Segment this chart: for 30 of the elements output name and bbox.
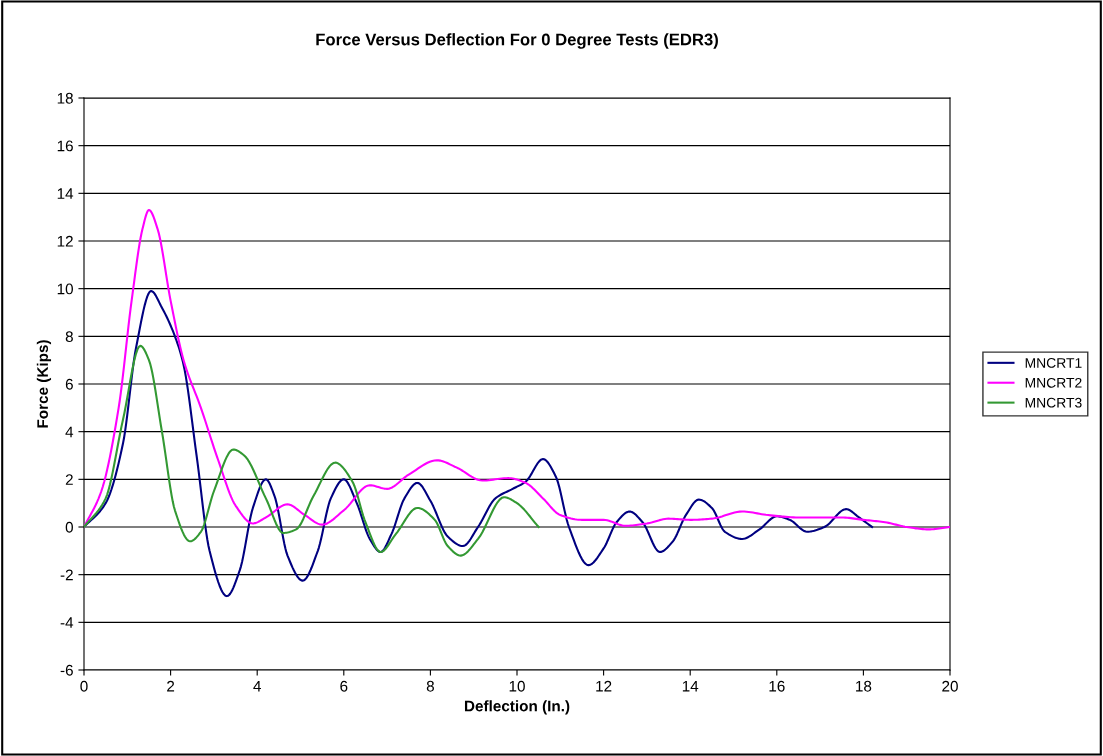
y-tick-label: 4 xyxy=(65,426,74,438)
x-tick-label: 0 xyxy=(80,680,88,692)
y-tick-label: 18 xyxy=(57,92,73,104)
y-tick-label: 2 xyxy=(65,474,73,485)
y-tick-label: 16 xyxy=(57,140,73,152)
legend-label: MNCRT2 xyxy=(1025,377,1082,388)
y-tick-label: 6 xyxy=(65,378,73,390)
x-tick-label: 4 xyxy=(253,680,261,692)
y-tick-label: -6 xyxy=(60,664,73,676)
y-tick-label: 0 xyxy=(65,521,73,533)
y-tick-label: -4 xyxy=(60,617,74,628)
y-tick-label: 14 xyxy=(57,188,74,199)
x-tick-label: 6 xyxy=(340,680,348,692)
x-tick-label: 18 xyxy=(856,680,872,692)
chart-title: Force Versus Deflection For 0 Degree Tests (EDR3) xyxy=(316,33,718,49)
x-tick-label: 10 xyxy=(509,680,525,692)
x-tick-label: 16 xyxy=(769,680,785,692)
x-tick-label: 2 xyxy=(167,680,175,692)
x-tick-label: 8 xyxy=(426,680,434,692)
x-tick-label: 12 xyxy=(596,680,612,692)
x-axis-title: Deflection (In.) xyxy=(464,700,570,715)
legend-label: MNCRT3 xyxy=(1025,397,1082,408)
x-tick-label: 14 xyxy=(682,680,699,692)
y-axis-title: Force (Kips) xyxy=(36,340,52,428)
legend-label: MNCRT1 xyxy=(1025,358,1082,368)
y-tick-label: 8 xyxy=(65,331,73,343)
y-tick-label: -2 xyxy=(60,569,73,581)
y-tick-label: 10 xyxy=(57,283,73,295)
x-tick-label: 20 xyxy=(942,680,958,692)
y-tick-label: 12 xyxy=(57,235,73,247)
